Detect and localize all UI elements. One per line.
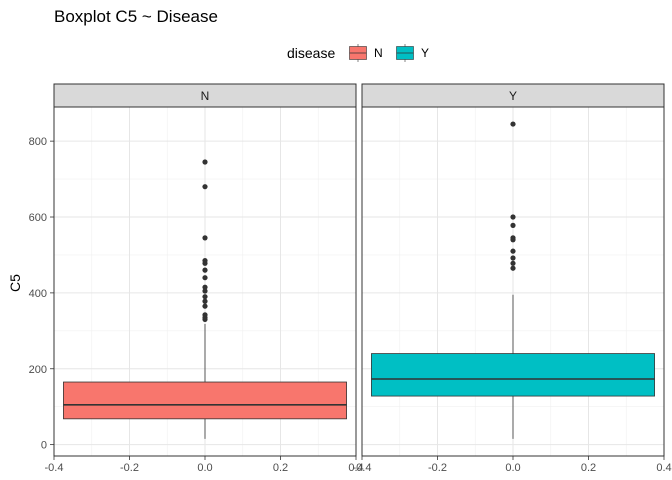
- y-tick-label: 0: [41, 440, 47, 452]
- strip-label: Y: [509, 89, 517, 103]
- y-tick-label: 400: [29, 288, 47, 300]
- y-tick-label: 800: [29, 136, 47, 148]
- x-tick-label: 0.2: [581, 462, 596, 474]
- panel-n: N -0.4 -0.2 0.0 0.2 0.4 0 200 400 600 800: [29, 83, 364, 474]
- x-tick-label: -0.2: [120, 462, 139, 474]
- y-tick-label: 600: [29, 212, 47, 224]
- legend-key-n: [349, 44, 367, 62]
- x-tick-label: 0.0: [197, 462, 212, 474]
- strip-label: N: [201, 89, 210, 103]
- chart-title: Boxplot C5 ~ Disease: [54, 7, 218, 26]
- legend: disease N Y: [287, 44, 429, 62]
- legend-label-n: N: [374, 46, 383, 60]
- panel-y: Y -0.4 -0.2 0.0 0.2 0.4: [353, 83, 672, 474]
- legend-title: disease: [287, 45, 335, 61]
- x-tick-label: -0.4: [353, 462, 372, 474]
- y-axis-title: C5: [7, 274, 23, 292]
- x-tick-label: 0.4: [656, 462, 671, 474]
- x-tick-label: 0.4: [348, 462, 363, 474]
- x-tick-label: 0.0: [505, 462, 520, 474]
- legend-label-y: Y: [421, 46, 429, 60]
- x-tick-label: 0.2: [273, 462, 288, 474]
- x-tick-label: -0.2: [428, 462, 447, 474]
- x-tick-label: -0.4: [45, 462, 64, 474]
- y-tick-label: 200: [29, 364, 47, 376]
- panels: N -0.4 -0.2 0.0 0.2 0.4 0 200 400 600 800 Y -0.4 -0.2…: [29, 83, 672, 474]
- legend-key-y: [396, 44, 414, 62]
